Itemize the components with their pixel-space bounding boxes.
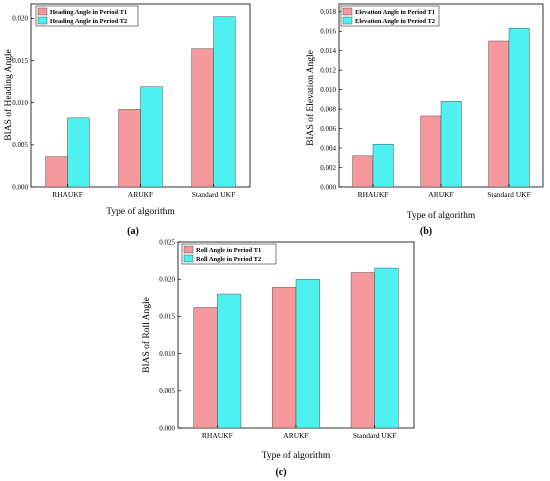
y-tick-label: 0.020 <box>12 15 28 23</box>
bar-t2 <box>372 143 394 188</box>
y-axis-ticks: 0.000 0.005 0.010 0.015 0.020 <box>12 15 34 191</box>
y-tick-label: 0.010 <box>12 99 28 107</box>
legend-label-t1: Elevation Angle in Period T1 <box>355 9 435 16</box>
bar-t2 <box>295 279 320 429</box>
panel-label: (b) <box>420 226 432 237</box>
legend-box <box>181 243 277 265</box>
x-axis-title: Type of algorithm <box>407 210 476 221</box>
bar-series <box>352 28 530 188</box>
bar-t1 <box>272 287 297 429</box>
x-tick-label: ARUKF <box>283 431 308 440</box>
y-axis-title: BIAS of Roll Angle <box>141 297 152 373</box>
bar-t2 <box>217 293 242 429</box>
y-tick-label: 0.010 <box>320 86 336 94</box>
y-tick-label: 0.018 <box>320 8 336 16</box>
legend: Roll Angle in Period T1 Roll Angle in Pe… <box>181 243 277 265</box>
legend-box <box>340 5 440 27</box>
x-tick-label: Standard UKF <box>487 190 531 199</box>
panel-label: (c) <box>275 467 286 478</box>
y-axis-title: BIAS of Elevation Angle <box>305 50 316 146</box>
x-axis-title: Type of algorithm <box>106 206 175 217</box>
y-tick-label: 0.025 <box>159 238 175 246</box>
bar-t1 <box>193 307 218 429</box>
x-tick-label: ARUKF <box>428 190 453 199</box>
y-tick-label: 0.014 <box>320 47 336 55</box>
y-tick-label: 0.020 <box>159 276 175 284</box>
y-tick-label: 0.015 <box>12 57 28 65</box>
legend-label-t2: Roll Angle in Period T2 <box>196 256 261 263</box>
y-axis-ticks: 0.000 0.005 0.010 0.015 0.020 0.025 <box>159 238 181 432</box>
legend: Heading Angle in Period T1 Heading Angle… <box>35 5 139 27</box>
legend-label-t1: Heading Angle in Period T1 <box>50 9 127 16</box>
y-tick-label: 0.010 <box>159 350 175 358</box>
x-axis-categories: RHAUKF ARUKF Standard UKF <box>358 184 531 199</box>
y-tick-label: 0.005 <box>159 387 175 395</box>
y-tick-label: 0.005 <box>12 141 28 149</box>
bar-t2 <box>440 101 462 188</box>
x-tick-label: Standard UKF <box>192 190 236 199</box>
y-tick-label: 0.000 <box>12 183 28 191</box>
x-tick-label: Standard UKF <box>353 431 397 440</box>
panel-label: (a) <box>127 226 139 237</box>
x-tick-label: RHAUKF <box>202 431 233 440</box>
legend-swatch-t2 <box>183 254 194 263</box>
y-tick-label: 0.000 <box>159 424 175 432</box>
y-tick-label: 0.006 <box>320 125 336 133</box>
bar-t2 <box>213 16 236 188</box>
bar-t1 <box>191 48 214 188</box>
bar-series <box>45 16 236 188</box>
x-tick-label: RHAUKF <box>52 190 83 199</box>
bar-t1 <box>352 155 374 188</box>
bar-t2 <box>140 86 163 188</box>
bar-t1 <box>350 272 375 429</box>
x-tick-label: RHAUKF <box>358 190 389 199</box>
x-axis-categories: RHAUKF ARUKF Standard UKF <box>202 425 397 440</box>
bar-t2 <box>508 28 530 188</box>
chart-panel-b: 0.000 0.002 0.004 0.006 0.008 0.010 0.012 0.014… <box>305 3 544 237</box>
legend-swatch-t1 <box>37 7 48 16</box>
y-tick-label: 0.008 <box>320 105 336 113</box>
x-axis-title: Type of algorithm <box>262 450 331 461</box>
y-tick-label: 0.016 <box>320 28 336 36</box>
chart-panel-c: 0.000 0.005 0.010 0.015 0.020 0.025 RHAUKF ARU… <box>141 238 415 478</box>
legend-label-t2: Elevation Angle in Period T2 <box>355 18 435 25</box>
bar-t1 <box>45 156 68 188</box>
legend-swatch-t1 <box>342 7 353 16</box>
bar-t1 <box>420 115 442 188</box>
legend-swatch-t1 <box>183 245 194 254</box>
chart-panel-a: 0.000 0.005 0.010 0.015 0.020 RHAUKF ARUKF Sta… <box>3 3 251 237</box>
legend-swatch-t2 <box>37 16 48 25</box>
y-axis-ticks: 0.000 0.002 0.004 0.006 0.008 0.010 0.012 0.014… <box>320 8 342 191</box>
bar-series <box>193 267 399 429</box>
legend: Elevation Angle in Period T1 Elevation A… <box>340 5 440 27</box>
x-axis-categories: RHAUKF ARUKF Standard UKF <box>52 184 235 199</box>
y-tick-label: 0.002 <box>320 164 336 172</box>
bar-t2 <box>374 267 399 429</box>
bar-t1 <box>118 109 141 188</box>
legend-swatch-t2 <box>342 16 353 25</box>
bar-t2 <box>67 117 90 188</box>
y-tick-label: 0.015 <box>159 313 175 321</box>
legend-label-t2: Heading Angle in Period T2 <box>50 18 127 25</box>
bar-t1 <box>488 40 510 188</box>
x-tick-label: ARUKF <box>128 190 153 199</box>
y-tick-label: 0.004 <box>320 144 336 152</box>
y-tick-label: 0.012 <box>320 66 336 74</box>
legend-box <box>35 5 139 27</box>
legend-label-t1: Roll Angle in Period T1 <box>196 247 261 254</box>
y-tick-label: 0.000 <box>320 183 336 191</box>
y-axis-title: BIAS of Heading Angle <box>3 49 14 141</box>
